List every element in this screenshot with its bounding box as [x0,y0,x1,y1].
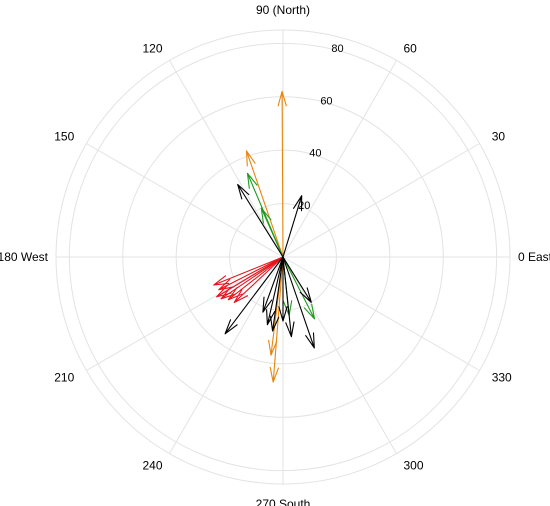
vector-black-9 [282,195,303,258]
vector-red-5 [233,256,284,304]
grid-spoke-150 [86,143,284,258]
angle-tick-label: 0 East [518,250,550,264]
grid-spoke-330 [282,256,480,371]
angle-tick-label: 210 [54,371,74,385]
angle-tick-label: 90 (North) [256,3,310,17]
grid-spoke-240 [169,256,284,454]
vector-black-0 [237,183,284,258]
angle-tick-label: 330 [492,371,512,385]
vector-series [213,90,316,383]
radial-tick-label: 40 [309,148,321,160]
vector-black-8 [282,256,312,303]
series-red [213,256,284,304]
polar-grid [55,29,511,485]
angle-tick-label: 240 [142,459,162,473]
grid-spoke-60 [282,60,397,258]
series-orange [245,90,287,383]
angle-tick-label: 120 [142,41,162,55]
vector-orange-1 [245,150,284,258]
axis-labels: 0 East 30 60 90 (North) 120 150 180 West 210 240… [0,3,550,506]
vector-green-2 [282,256,316,320]
grid-spoke-120 [169,60,284,258]
vector-red-1 [218,256,284,291]
vector-black-3 [266,256,284,326]
vector-black-7 [262,256,284,313]
vector-black-5 [282,256,315,349]
angle-tick-label: 270 South [256,497,311,506]
angle-tick-label: 60 [404,41,418,55]
vector-black-4 [282,256,295,338]
vector-black-6 [278,256,288,322]
angle-tick-label: 30 [492,130,506,144]
vector-green-1 [260,207,284,258]
vector-black-1 [224,256,284,335]
vector-red-0 [213,256,284,286]
vector-orange-0 [277,90,287,258]
series-black [224,183,315,349]
radial-tick-label: 80 [331,43,343,55]
angle-tick-label: 180 West [0,250,49,264]
series-green [246,172,316,320]
vector-black-2 [269,256,284,332]
angle-tick-label: 150 [54,130,74,144]
vector-red-2 [216,256,284,298]
radial-tick-label: 60 [320,95,332,107]
grid-spoke-210 [86,256,284,371]
grid-spoke-300 [282,256,397,454]
angle-tick-label: 300 [404,459,424,473]
grid-spoke-30 [282,143,480,258]
